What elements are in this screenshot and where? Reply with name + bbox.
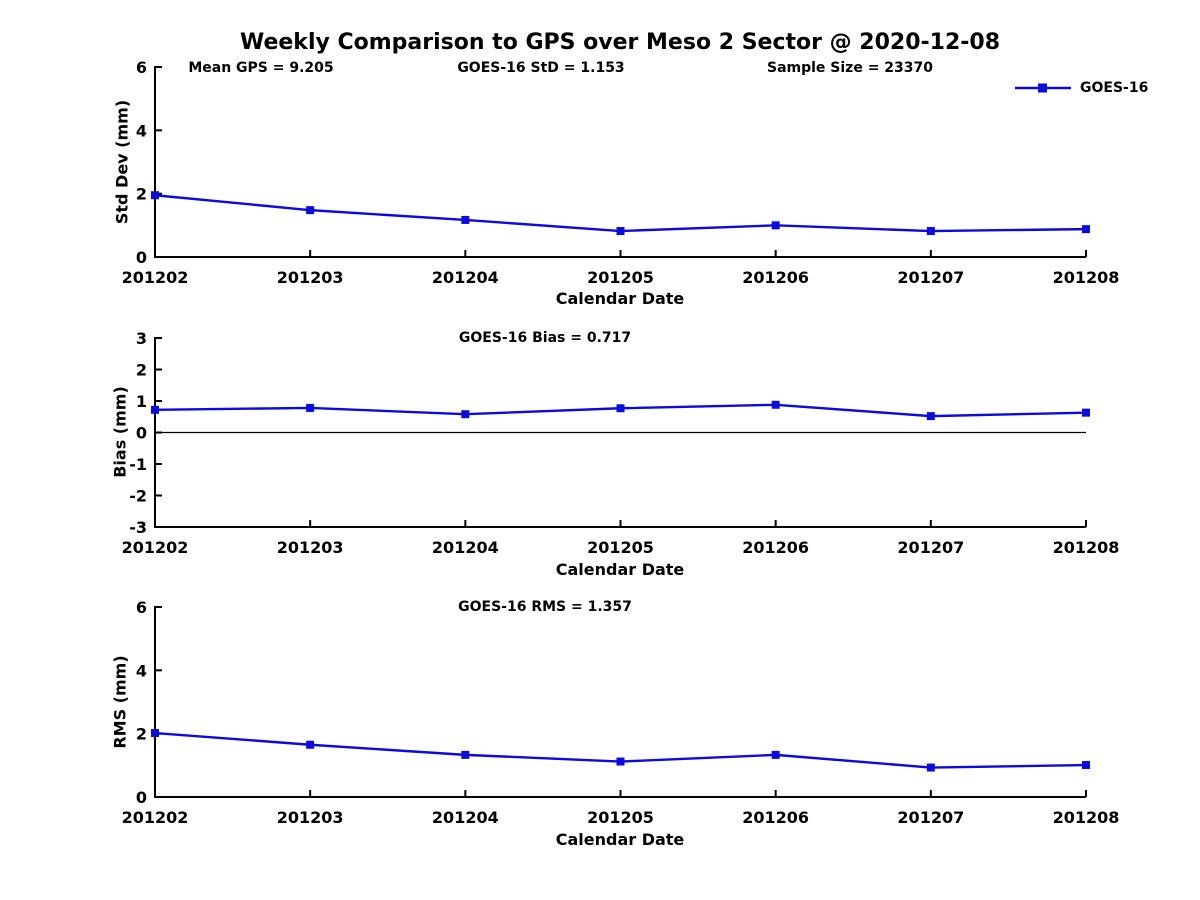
bias-y-axis-label: Bias (mm) [110,386,130,478]
data-line [154,194,1087,233]
y-tick-label: 4 [136,661,147,680]
x-tick-label: 201208 [1053,808,1120,827]
x-tick-label: 201207 [897,268,964,287]
data-marker [151,191,159,200]
y-tick-label: 0 [136,788,147,807]
data-marker [1082,225,1090,234]
y-tick-label: 2 [136,185,147,204]
rms-chart-title: GOES-16 RMS = 1.357 [458,599,632,615]
legend-label: GOES-16 [1080,80,1149,96]
x-tick-label: 201206 [742,538,809,557]
x-tick-label: 201206 [742,808,809,827]
y-tick-label: 6 [136,598,147,617]
bias-chart-title: GOES-16 Bias = 0.717 [458,330,632,346]
x-tick-label: 201203 [277,268,344,287]
x-tick-label: 201205 [587,268,654,287]
data-marker [306,206,315,215]
y-tick-label: 0 [136,248,147,267]
x-tick-label: 201203 [277,538,344,557]
data-marker [771,400,780,409]
data-marker [151,729,159,738]
x-tick-label: 201202 [122,538,189,557]
x-tick-label: 201202 [122,808,189,827]
x-tick-label: 201202 [122,268,189,287]
x-tick-label: 201205 [587,538,654,557]
data-marker [771,221,780,230]
stat-goes16-std: GOES-16 StD = 1.153 [457,60,625,76]
y-tick-label: 2 [136,725,147,744]
data-marker [461,215,470,224]
data-marker [616,404,625,413]
x-tick-label: 201207 [897,808,964,827]
data-marker [461,750,470,759]
rms-x-axis-label: Calendar Date [555,830,685,849]
legend-square-marker-icon [1038,83,1047,93]
y-tick-label: 1 [136,392,147,411]
y-tick-label: 3 [136,329,147,348]
x-tick-label: 201208 [1053,268,1120,287]
y-tick-label: 0 [136,424,147,443]
data-marker [616,227,625,236]
x-tick-label: 201208 [1053,538,1120,557]
data-marker [461,410,470,419]
stat-sample-size: Sample Size = 23370 [766,60,934,76]
data-marker [1082,408,1090,417]
x-tick-label: 201204 [432,538,499,557]
data-marker [616,757,625,766]
figure-title: Weekly Comparison to GPS over Meso 2 Sec… [239,30,1001,55]
y-tick-label: 6 [136,58,147,77]
bias-x-axis-label: Calendar Date [555,560,685,579]
y-tick-label: 2 [136,361,147,380]
data-marker [151,405,159,414]
legend-line-sample [1015,83,1071,93]
y-tick-label: -2 [129,487,147,506]
data-marker [771,750,780,759]
data-marker [926,227,935,236]
y-tick-label: -1 [129,455,147,474]
x-tick-label: 201206 [742,268,809,287]
x-tick-label: 201203 [277,808,344,827]
x-tick-label: 201204 [432,808,499,827]
stddev-x-axis-label: Calendar Date [555,289,685,308]
x-tick-label: 201204 [432,268,499,287]
stddev-y-axis-label: Std Dev (mm) [112,99,132,225]
x-tick-label: 201205 [587,808,654,827]
y-tick-label: 4 [136,121,147,140]
data-marker [1082,761,1090,770]
data-marker [926,412,935,421]
legend: GOES-16 [1014,80,1148,96]
stat-mean-gps: Mean GPS = 9.205 [188,60,334,76]
rms-y-axis-label: RMS (mm) [110,655,130,749]
y-tick-label: -3 [129,518,147,537]
data-marker [306,740,315,749]
data-marker [306,403,315,412]
data-marker [926,763,935,772]
x-tick-label: 201207 [897,538,964,557]
